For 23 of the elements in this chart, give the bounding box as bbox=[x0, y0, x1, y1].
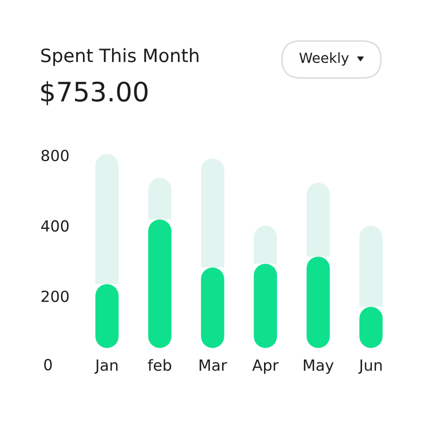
x-tick-label: May bbox=[304, 360, 334, 374]
y-tick-label: 200 bbox=[42, 290, 69, 302]
y-tick-label: 800 bbox=[42, 150, 69, 162]
bar bbox=[359, 226, 383, 307]
text: Weekly bbox=[299, 52, 349, 66]
bar bbox=[254, 264, 278, 348]
chart-subtitle: $753.00 bbox=[41, 81, 148, 106]
x-tick-label: Jun bbox=[358, 360, 382, 374]
bar bbox=[306, 182, 330, 257]
bar bbox=[95, 154, 119, 284]
y-tick-label: 400 bbox=[41, 220, 69, 232]
chart-title: Spent This Month bbox=[41, 48, 198, 66]
x-tick-label: Jan bbox=[94, 360, 118, 374]
bar bbox=[200, 158, 224, 268]
bar bbox=[148, 220, 172, 348]
bar bbox=[254, 226, 278, 264]
x-tick-label: Apr bbox=[252, 360, 279, 374]
bar bbox=[148, 178, 172, 220]
text: 0 bbox=[44, 358, 52, 370]
x-tick-label: feb bbox=[148, 359, 172, 371]
x-tick-label: Mar bbox=[200, 360, 228, 371]
bar bbox=[306, 256, 330, 348]
bar bbox=[200, 268, 224, 348]
